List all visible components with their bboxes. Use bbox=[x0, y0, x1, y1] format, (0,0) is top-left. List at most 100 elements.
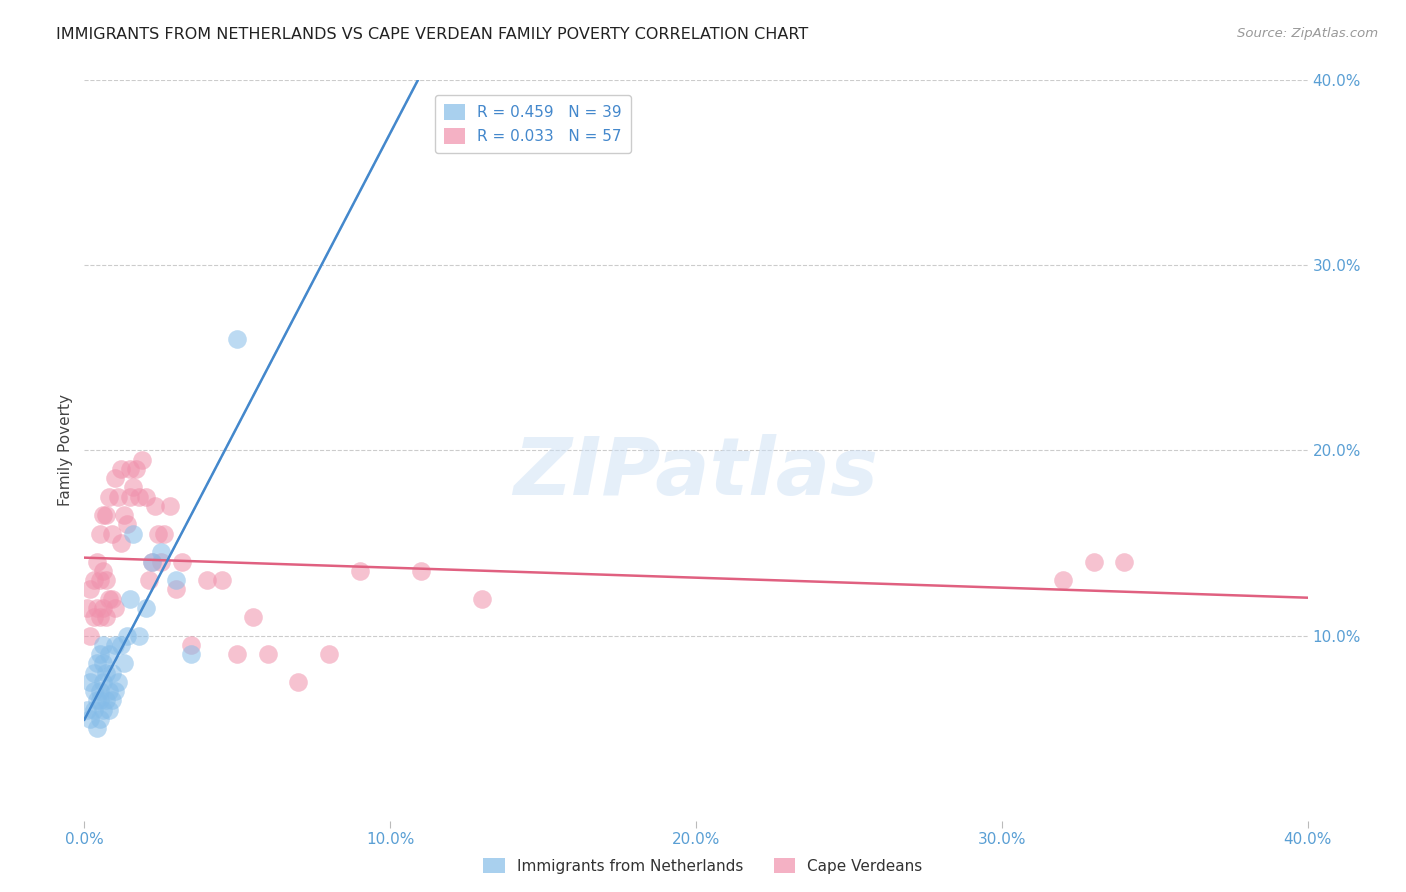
Point bbox=[76, 600, 98, 615]
Point bbox=[128, 628, 150, 642]
Point bbox=[146, 526, 169, 541]
Point bbox=[79, 712, 101, 726]
Point bbox=[110, 536, 132, 550]
Point bbox=[159, 499, 181, 513]
Text: IMMIGRANTS FROM NETHERLANDS VS CAPE VERDEAN FAMILY POVERTY CORRELATION CHART: IMMIGRANTS FROM NETHERLANDS VS CAPE VERD… bbox=[56, 27, 808, 42]
Point bbox=[94, 693, 117, 707]
Point bbox=[138, 573, 160, 587]
Point bbox=[91, 508, 114, 523]
Point bbox=[128, 490, 150, 504]
Point bbox=[125, 462, 148, 476]
Point bbox=[131, 452, 153, 467]
Point bbox=[141, 554, 163, 569]
Point bbox=[94, 610, 117, 624]
Point bbox=[409, 564, 432, 578]
Point bbox=[94, 573, 117, 587]
Point bbox=[83, 665, 105, 680]
Point bbox=[149, 545, 172, 559]
Point bbox=[141, 554, 163, 569]
Point bbox=[120, 490, 142, 504]
Point bbox=[112, 657, 135, 671]
Point bbox=[1052, 573, 1074, 587]
Point bbox=[101, 591, 124, 606]
Point bbox=[79, 674, 101, 689]
Point bbox=[94, 508, 117, 523]
Point bbox=[120, 591, 142, 606]
Point bbox=[91, 703, 114, 717]
Point bbox=[122, 481, 145, 495]
Point bbox=[79, 628, 101, 642]
Point bbox=[149, 554, 172, 569]
Point bbox=[110, 462, 132, 476]
Point bbox=[89, 693, 111, 707]
Text: ZIPatlas: ZIPatlas bbox=[513, 434, 879, 512]
Point bbox=[83, 610, 105, 624]
Point bbox=[76, 703, 98, 717]
Point bbox=[89, 712, 111, 726]
Point bbox=[79, 582, 101, 597]
Text: Source: ZipAtlas.com: Source: ZipAtlas.com bbox=[1237, 27, 1378, 40]
Point bbox=[115, 517, 138, 532]
Point bbox=[180, 647, 202, 661]
Point bbox=[110, 638, 132, 652]
Point bbox=[101, 693, 124, 707]
Point bbox=[135, 600, 157, 615]
Point bbox=[107, 490, 129, 504]
Point bbox=[91, 657, 114, 671]
Point bbox=[318, 647, 340, 661]
Point bbox=[94, 665, 117, 680]
Point bbox=[89, 526, 111, 541]
Point bbox=[89, 684, 111, 698]
Point bbox=[91, 564, 114, 578]
Point bbox=[107, 674, 129, 689]
Point bbox=[226, 332, 249, 346]
Point bbox=[101, 526, 124, 541]
Point bbox=[86, 657, 108, 671]
Point bbox=[97, 591, 120, 606]
Point bbox=[91, 600, 114, 615]
Y-axis label: Family Poverty: Family Poverty bbox=[58, 394, 73, 507]
Point bbox=[1114, 554, 1136, 569]
Point bbox=[257, 647, 280, 661]
Point bbox=[97, 490, 120, 504]
Legend: R = 0.459   N = 39, R = 0.033   N = 57: R = 0.459 N = 39, R = 0.033 N = 57 bbox=[434, 95, 631, 153]
Point bbox=[97, 703, 120, 717]
Point bbox=[104, 638, 127, 652]
Point bbox=[97, 684, 120, 698]
Point bbox=[83, 684, 105, 698]
Point bbox=[1083, 554, 1105, 569]
Point bbox=[101, 665, 124, 680]
Point bbox=[180, 638, 202, 652]
Point bbox=[226, 647, 249, 661]
Point bbox=[91, 674, 114, 689]
Point bbox=[83, 573, 105, 587]
Point bbox=[83, 703, 105, 717]
Point bbox=[195, 573, 218, 587]
Point bbox=[86, 693, 108, 707]
Point bbox=[89, 610, 111, 624]
Point bbox=[211, 573, 233, 587]
Point bbox=[86, 554, 108, 569]
Point bbox=[89, 647, 111, 661]
Point bbox=[91, 638, 114, 652]
Point bbox=[89, 573, 111, 587]
Point bbox=[104, 684, 127, 698]
Point bbox=[115, 628, 138, 642]
Point bbox=[153, 526, 176, 541]
Point bbox=[135, 490, 157, 504]
Point bbox=[112, 508, 135, 523]
Point bbox=[86, 600, 108, 615]
Point bbox=[104, 600, 127, 615]
Point bbox=[349, 564, 371, 578]
Point bbox=[172, 554, 194, 569]
Point bbox=[242, 610, 264, 624]
Point bbox=[165, 573, 187, 587]
Point bbox=[287, 674, 309, 689]
Point bbox=[104, 471, 127, 485]
Point bbox=[97, 647, 120, 661]
Legend: Immigrants from Netherlands, Cape Verdeans: Immigrants from Netherlands, Cape Verdea… bbox=[477, 852, 929, 880]
Point bbox=[122, 526, 145, 541]
Point bbox=[165, 582, 187, 597]
Point bbox=[471, 591, 494, 606]
Point bbox=[143, 499, 166, 513]
